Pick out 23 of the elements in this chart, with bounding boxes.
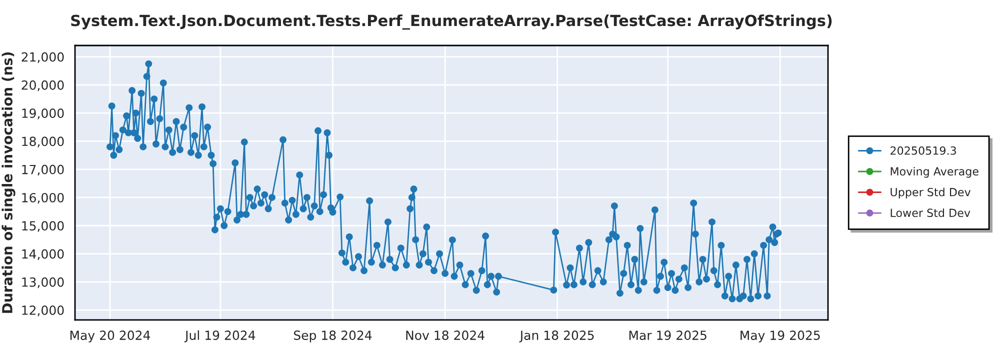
x-tick-label: Mar 19 2025	[629, 330, 706, 340]
y-axis-title: Duration of single invocation (ns)	[2, 52, 16, 313]
y-tick-label: 15,000	[22, 221, 64, 232]
x-tick-label: May 20 2024	[70, 330, 150, 342]
y-tick-label: 18,000	[22, 136, 64, 148]
y-tick-label: 13,000	[22, 277, 64, 288]
x-tick-label: Jan 18 2025	[519, 330, 594, 342]
y-tick-label: 14,000	[22, 249, 64, 260]
x-tick-label: Jul 19 2024	[184, 330, 256, 342]
y-tick-label: 12,000	[22, 306, 64, 316]
x-tick-label: Nov 18 2024	[406, 330, 484, 340]
y-tick-label: 19,000	[22, 108, 64, 120]
legend-label: Lower Std Dev	[890, 208, 970, 218]
y-tick-label: 17,000	[22, 164, 64, 176]
chart-title: System.Text.Json.Document.Tests.Perf_EnumerateArray.Parse(TestCase: ArrayOfStrings)	[71, 14, 832, 30]
y-tick-label: 20,000	[22, 80, 64, 92]
x-tick-label: May 19 2025	[740, 330, 820, 342]
x-tick-label: Sep 18 2024	[294, 330, 372, 342]
y-tick-label: 16,000	[22, 192, 64, 204]
y-tick-label: 21,000	[22, 52, 64, 63]
legend-label: Upper Std Dev	[890, 188, 971, 198]
legend-label: 20250519.3	[890, 146, 956, 155]
legend-label: Moving Average	[890, 166, 978, 178]
